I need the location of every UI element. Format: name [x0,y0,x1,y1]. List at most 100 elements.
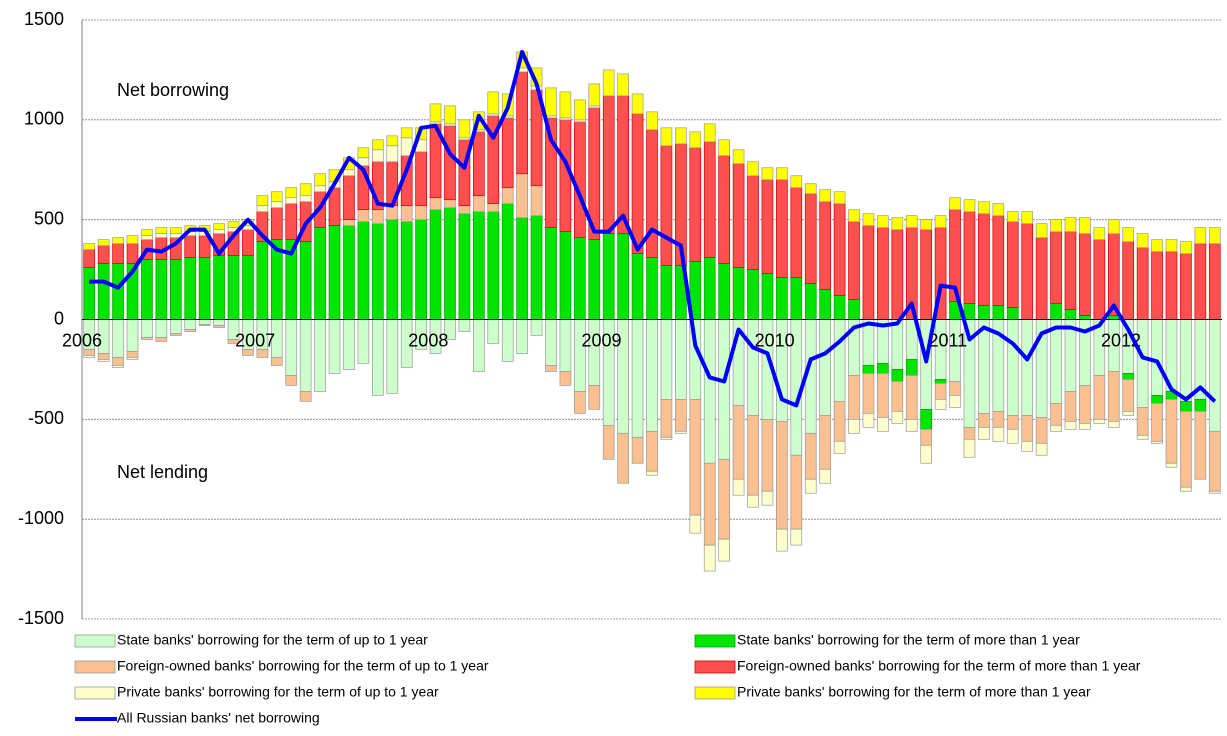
bar-segment [256,349,269,358]
bar-segment [1107,371,1120,422]
bar-segment [343,219,355,227]
bar-segment [905,418,918,432]
bar-segment [877,227,889,320]
bar-segment [314,173,326,187]
bar-segment [473,319,485,372]
bar-segment [1006,221,1019,308]
bar-segment [213,325,225,328]
bar-segment [169,227,182,234]
bar-segment [516,217,528,320]
bar-segment [718,458,730,540]
bar-segment [141,235,153,240]
bar-segment [934,215,947,229]
bar-segment [905,215,918,229]
bar-segment [559,91,572,119]
bar-segment [920,229,933,320]
bar-segment [83,243,96,250]
bar-segment [992,426,1005,442]
bar-segment [314,227,326,320]
bar-segment [386,319,399,394]
bar-segment [848,221,860,300]
legend-label: Private banks' borrowing for the term of… [737,684,1091,700]
bar-segment [833,319,846,402]
bar-segment [1093,418,1106,424]
bar-segment [776,420,788,530]
bar-segment [617,432,629,484]
bar-segment [1151,239,1163,252]
bar-segment [415,205,427,221]
bar-segment [646,319,658,432]
bar-segment [386,145,399,163]
bar-segment [660,436,673,440]
bar-segment [862,373,875,414]
bar-segment [126,357,139,360]
bar-segment [819,189,831,203]
bar-segment [1180,486,1192,492]
bar-segment [631,93,644,115]
bar-segment [631,319,644,438]
bar-segment [473,195,485,213]
bar-segment [949,381,961,396]
bar-segment [761,273,774,320]
bar-segment [1151,251,1163,320]
bar-segment [112,319,124,358]
bar-segment [761,418,774,492]
bar-segment [458,319,471,332]
bar-segment [1035,223,1048,238]
bar-segment [1180,319,1192,402]
bar-segment [1107,233,1120,316]
bar-segment [833,401,846,442]
bar-segment [343,169,355,177]
bar-segment [198,319,211,325]
bar-segment [776,277,788,320]
bar-segment [1122,373,1135,380]
bar-segment [790,175,803,189]
bar-segment [848,418,860,434]
bar-segment [1050,303,1062,320]
bar-segment [761,167,774,181]
bar-segment [718,139,730,157]
bar-segment [155,319,168,338]
bar-segment [588,239,601,320]
bar-segment [1035,442,1048,456]
bar-segment [703,544,716,572]
bar-segment [1180,401,1192,412]
bar-segment [1050,219,1062,232]
bar-segment [126,243,139,264]
bar-segment [602,95,615,234]
bar-segment [631,113,644,254]
bar-segment [141,229,153,236]
bar-segment [891,217,904,230]
bar-segment [963,438,976,458]
bar-segment [559,319,572,372]
bar-segment [545,87,557,117]
x-tick-label: 2007 [235,330,275,350]
bar-segment [574,391,586,414]
bar-segment [1064,217,1077,232]
bar-segment [862,213,875,227]
bar-segment [1194,410,1207,480]
bar-segment [227,255,240,320]
bar-segment [1107,219,1120,234]
bar-segment [1165,462,1178,468]
bar-segment [1021,414,1034,442]
bar-segment [1194,227,1207,244]
bar-segment [415,219,427,320]
bar-segment [530,319,543,336]
legend-swatch [74,634,116,648]
bar-segment [949,197,961,211]
bar-segment [501,203,514,320]
bar-segment [299,183,312,197]
bar-segment [1021,223,1034,320]
bar-segment [1006,211,1019,223]
y-tick-label: 1000 [24,109,64,129]
bar-segment [1122,241,1135,320]
bar-segment [83,249,96,268]
bar-segment [1180,253,1192,320]
bar-segment [978,426,990,440]
bar-segment [1151,395,1163,404]
bar-segment [1208,227,1221,244]
bar-segment [487,319,500,344]
bar-segment [1136,407,1149,436]
